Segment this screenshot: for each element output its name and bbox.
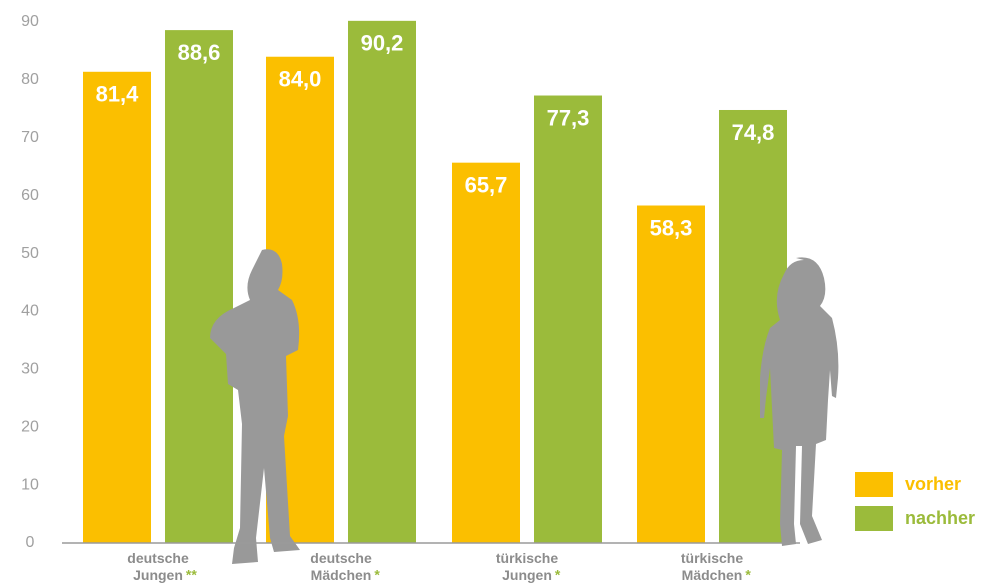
- legend-label: vorher: [905, 474, 961, 494]
- y-tick-label: 80: [21, 71, 39, 88]
- y-tick-label: 40: [21, 303, 39, 320]
- y-tick-label: 60: [21, 187, 39, 204]
- value-label: 81,4: [96, 82, 140, 107]
- y-tick-label: 20: [21, 418, 39, 435]
- silhouette-girl: [760, 257, 839, 546]
- value-label: 77,3: [547, 105, 590, 130]
- silhouette-boy: [210, 249, 300, 565]
- significance-mark: *: [555, 567, 561, 583]
- y-tick-label: 70: [21, 129, 39, 146]
- x-tick-label: türkische Jungen: [496, 550, 558, 583]
- value-label: 65,7: [465, 172, 508, 197]
- value-label: 84,0: [279, 67, 322, 92]
- value-label: 88,6: [178, 40, 221, 65]
- y-tick-label: 50: [21, 245, 39, 262]
- bar: [637, 205, 705, 543]
- legend-swatch: [855, 506, 893, 531]
- legend-label: nachher: [905, 508, 975, 528]
- legend-swatch: [855, 472, 893, 497]
- x-tick-label: türkische Mädchen: [681, 550, 743, 583]
- y-tick-label: 0: [26, 534, 35, 551]
- value-label: 74,8: [732, 120, 775, 145]
- bar: [452, 162, 520, 544]
- y-tick-label: 10: [21, 476, 39, 493]
- bar: [534, 95, 602, 543]
- silhouettes: [210, 249, 839, 565]
- significance-mark: *: [745, 567, 751, 583]
- y-tick-label: 30: [21, 361, 39, 378]
- significance-mark: *: [374, 567, 380, 583]
- y-tick-label: 90: [21, 13, 39, 30]
- bar: [83, 71, 151, 543]
- bar: [348, 20, 416, 543]
- significance-mark: **: [186, 567, 197, 583]
- x-tick-label: deutsche Mädchen: [310, 550, 372, 583]
- x-tick-label: deutsche Jungen: [127, 550, 189, 583]
- value-label: 90,2: [361, 31, 404, 56]
- bar: [165, 30, 233, 544]
- value-label: 58,3: [650, 215, 693, 240]
